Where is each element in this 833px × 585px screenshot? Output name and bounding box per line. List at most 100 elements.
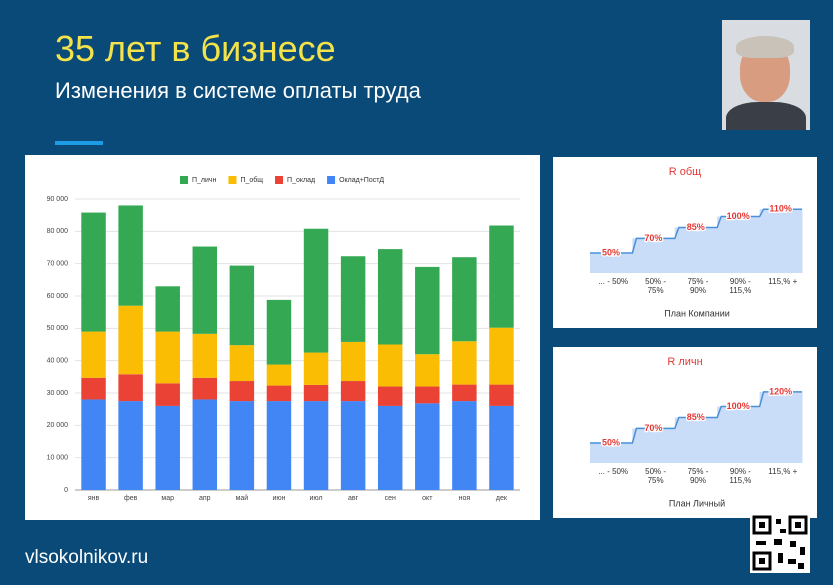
step xyxy=(674,227,718,273)
bar-segment xyxy=(229,401,255,490)
bar-segment xyxy=(377,344,403,387)
y-tick-label: 0 xyxy=(64,487,68,494)
footer-url: vlsokolnikov.ru xyxy=(25,547,149,568)
value-label: 120% xyxy=(769,386,792,396)
bar-segment xyxy=(229,381,255,402)
chart-title: R общ xyxy=(669,166,701,178)
bar-segment xyxy=(377,249,403,345)
bar-segment xyxy=(303,228,329,353)
x-tick-label: 90% - 115,% xyxy=(729,277,752,295)
chart-title: R личн xyxy=(667,356,702,368)
x-tick-label: мар xyxy=(161,495,174,502)
bar-segment xyxy=(229,345,255,382)
step xyxy=(632,238,676,273)
bar-segment xyxy=(192,377,218,400)
step xyxy=(717,216,761,273)
value-label: 100% xyxy=(727,211,750,221)
accent-line xyxy=(55,141,103,145)
slide-title: 35 лет в бизнесе xyxy=(55,28,336,69)
bar-segment xyxy=(303,401,329,490)
bar-segment xyxy=(489,225,514,328)
bar-segment xyxy=(303,352,329,385)
bar-segment xyxy=(340,401,366,490)
step xyxy=(674,417,718,463)
qr-code xyxy=(750,513,810,573)
bar-segment xyxy=(415,403,440,490)
bar-segment xyxy=(81,212,106,332)
y-tick-label: 80 000 xyxy=(47,228,69,235)
step xyxy=(759,391,803,463)
photo xyxy=(722,20,810,130)
value-label: 110% xyxy=(769,204,792,214)
bar-segment xyxy=(118,401,143,490)
y-tick-label: 60 000 xyxy=(47,293,69,300)
bar-segment xyxy=(81,331,106,378)
bar-segment xyxy=(118,205,143,306)
bar-segment xyxy=(452,257,477,342)
legend-swatch xyxy=(275,176,284,184)
x-axis-title: План Личный xyxy=(669,498,725,508)
value-label: 70% xyxy=(644,233,662,243)
step-line xyxy=(590,208,802,254)
bar-segment xyxy=(192,246,218,334)
bar-segment xyxy=(81,377,106,400)
bar-segment xyxy=(377,386,403,406)
x-tick-label: 115,% + xyxy=(768,277,798,286)
bar-segment xyxy=(192,399,218,490)
x-tick-label: 115,% + xyxy=(768,467,798,476)
bar-segment xyxy=(266,385,292,402)
y-tick-label: 10 000 xyxy=(47,455,69,462)
x-tick-label: ноя xyxy=(459,495,471,502)
legend-label: П_оклад xyxy=(287,177,315,184)
x-tick-label: авг xyxy=(348,495,359,502)
y-tick-label: 20 000 xyxy=(47,422,69,429)
y-tick-label: 30 000 xyxy=(47,390,69,397)
x-tick-label: дек xyxy=(496,495,508,502)
legend-label: П_общ xyxy=(240,176,263,184)
y-tick-label: 40 000 xyxy=(47,358,69,365)
bar-segment xyxy=(155,331,180,384)
bar-segment xyxy=(340,256,366,342)
shirt xyxy=(726,102,806,130)
bar-segment xyxy=(489,327,514,385)
bar-segment xyxy=(266,364,292,386)
value-label: 100% xyxy=(727,401,750,411)
bar-segment xyxy=(415,266,440,355)
x-tick-label: июл xyxy=(309,495,322,502)
bar-segment xyxy=(415,386,440,404)
y-tick-label: 50 000 xyxy=(47,325,69,332)
step xyxy=(759,209,803,273)
x-tick-label: ... - 50% xyxy=(598,467,629,476)
bar-segment xyxy=(81,399,106,490)
legend-label: Оклад+ПостД xyxy=(339,177,384,184)
value-label: 50% xyxy=(602,247,620,257)
value-label: 70% xyxy=(644,423,662,433)
y-tick-label: 90 000 xyxy=(47,196,69,203)
bar-segment xyxy=(489,405,514,490)
bar-segment xyxy=(192,333,218,378)
qr-pattern xyxy=(752,515,808,571)
x-tick-label: 75% - 90% xyxy=(687,277,709,295)
legend-label: П_личн xyxy=(192,177,217,184)
x-axis-title: План Компании xyxy=(664,308,730,318)
x-tick-label: июн xyxy=(272,495,285,502)
bar-segment xyxy=(266,299,292,365)
value-label: 85% xyxy=(687,222,705,232)
x-tick-label: сен xyxy=(385,495,396,502)
slide-subtitle: Изменения в системе оплаты труда xyxy=(55,78,421,103)
x-tick-label: ... - 50% xyxy=(598,277,629,286)
bar-segment xyxy=(118,305,143,375)
step xyxy=(590,443,633,463)
bar-segment xyxy=(229,265,255,346)
x-tick-label: янв xyxy=(88,495,100,502)
legend-swatch xyxy=(327,176,336,184)
bar-segment xyxy=(340,341,366,382)
bar-segment xyxy=(377,405,403,490)
x-tick-label: апр xyxy=(199,495,211,502)
x-tick-label: 50% - 75% xyxy=(645,277,667,295)
step xyxy=(590,253,633,273)
legend-swatch xyxy=(228,176,237,184)
step-line xyxy=(590,391,802,444)
